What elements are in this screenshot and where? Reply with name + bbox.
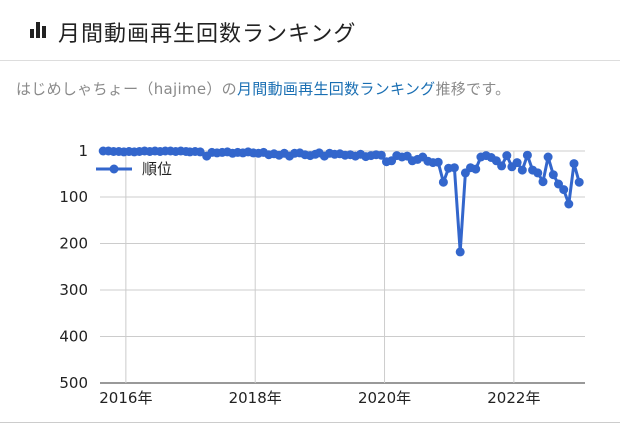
- y-tick-label: 100: [59, 188, 88, 206]
- x-tick-label: 2020年: [358, 389, 411, 407]
- data-point[interactable]: [559, 185, 569, 195]
- legend-label: 順位: [142, 160, 172, 178]
- subtitle-prefix: はじめしゃちょー（hajime）の: [16, 80, 237, 98]
- legend-marker: [109, 164, 119, 174]
- bar-chart-icon: [30, 22, 48, 38]
- data-point[interactable]: [433, 157, 443, 167]
- bottom-rule: [0, 422, 620, 423]
- series-layer: [98, 146, 584, 257]
- data-point[interactable]: [517, 165, 527, 175]
- data-point[interactable]: [195, 147, 205, 157]
- data-point[interactable]: [471, 164, 481, 174]
- axis-layer: 1 100 200 300 400 500 2016年 2018年 2020年 2022年: [59, 142, 540, 407]
- ranking-link[interactable]: 月間動画再生回数ランキング: [236, 80, 436, 98]
- data-point[interactable]: [569, 159, 579, 169]
- y-tick-label: 500: [59, 374, 88, 392]
- chart-subtitle: はじめしゃちょー（hajime）の月間動画再生回数ランキング推移です。: [16, 78, 510, 99]
- data-point[interactable]: [502, 151, 512, 161]
- data-point[interactable]: [543, 152, 553, 162]
- y-tick-label: 200: [59, 235, 88, 253]
- data-point[interactable]: [455, 247, 465, 257]
- data-point[interactable]: [564, 199, 574, 209]
- data-point[interactable]: [548, 170, 558, 180]
- x-tick-label: 2022年: [487, 389, 540, 407]
- y-tick-label: 300: [59, 281, 88, 299]
- data-point[interactable]: [522, 150, 532, 160]
- data-point[interactable]: [449, 163, 459, 173]
- grid-layer: [100, 150, 585, 384]
- y-tick-label: 400: [59, 328, 88, 346]
- data-point[interactable]: [438, 177, 448, 187]
- data-point[interactable]: [533, 168, 543, 178]
- header-divider: [0, 60, 620, 61]
- x-tick-label: 2016年: [99, 389, 152, 407]
- x-tick-label: 2018年: [229, 389, 282, 407]
- data-point[interactable]: [497, 161, 507, 171]
- y-tick-label: 1: [78, 142, 88, 160]
- data-point[interactable]: [376, 150, 386, 160]
- legend: 順位: [96, 160, 172, 178]
- subtitle-suffix: 推移です。: [435, 80, 511, 98]
- data-point[interactable]: [574, 177, 584, 187]
- page-title: 月間動画再生回数ランキング: [58, 22, 357, 47]
- data-point[interactable]: [538, 177, 548, 187]
- chart-header: 月間動画再生回数ランキング: [0, 0, 620, 62]
- data-point[interactable]: [512, 158, 522, 168]
